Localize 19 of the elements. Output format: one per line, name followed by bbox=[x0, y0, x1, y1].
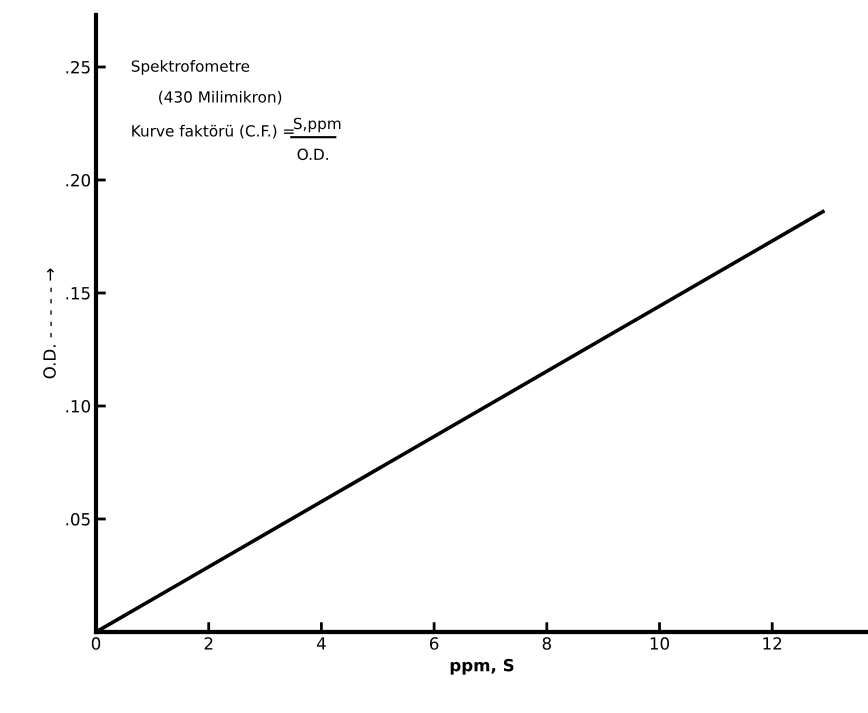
x-tick-label: 10 bbox=[650, 637, 669, 650]
annotation: S,ppm bbox=[294, 118, 340, 132]
annotation: Spektrofometre bbox=[132, 60, 250, 75]
y-tick-label: .05 bbox=[66, 512, 90, 526]
x-axis-title: ppm, S bbox=[450, 658, 514, 675]
y-tick-label: .15 bbox=[66, 287, 90, 300]
x-tick-label: 0 bbox=[92, 637, 100, 650]
x-tick-label: 2 bbox=[204, 637, 212, 650]
y-tick-label: .25 bbox=[66, 60, 90, 74]
y-tick-label: .20 bbox=[66, 174, 90, 187]
x-tick-label: 8 bbox=[542, 637, 551, 650]
y-tick-label: .10 bbox=[66, 400, 90, 413]
annotation: Kurve faktörü (C.F.) = bbox=[132, 124, 294, 138]
x-tick-label: 12 bbox=[763, 637, 782, 650]
y-axis-title: O.D. - - - - - → bbox=[43, 268, 56, 378]
annotation: O.D. bbox=[298, 148, 328, 160]
x-tick-label: 4 bbox=[316, 637, 326, 650]
x-tick-label: 6 bbox=[430, 637, 438, 650]
annotation: (430 Milimikron) bbox=[159, 90, 282, 105]
